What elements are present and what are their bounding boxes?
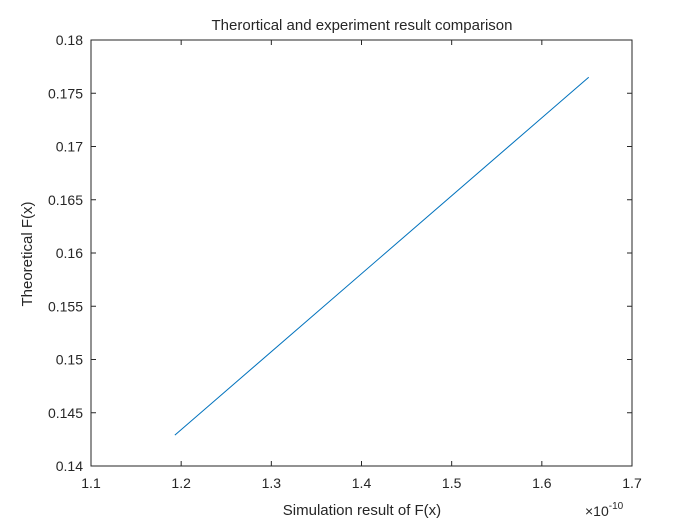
y-tick-label: 0.16 [56,245,83,261]
y-tick-label: 0.145 [48,405,83,421]
plot-area: 0.14 0.145 0.15 0.155 0.16 0.165 0.17 0.175 0.18… [48,32,642,491]
x-tick-label: 1.3 [262,475,282,491]
x-tick-label: 1.2 [171,475,191,491]
x-tick-label: 1.4 [352,475,372,491]
x-axis-exponent: ×10-10 [585,501,624,519]
y-tick-label: 0.14 [56,458,83,474]
y-tick-label: 0.18 [56,32,83,48]
chart-title: Therortical and experiment result compar… [212,17,513,34]
x-axis-exponent-power: -10 [609,501,624,512]
y-axis-ticks: 0.14 0.145 0.15 0.155 0.16 0.165 0.17 0.175 0.18 [48,32,632,474]
x-tick-label: 1.1 [81,475,101,491]
y-tick-label: 0.175 [48,85,83,101]
x-tick-label: 1.5 [442,475,462,491]
x-tick-label: 1.6 [532,475,552,491]
x-tick-label: 1.7 [622,475,642,491]
y-tick-label: 0.165 [48,192,83,208]
x-axis-exponent-base: ×10 [585,503,609,519]
y-axis-label: Theoretical F(x) [19,201,36,306]
y-tick-label: 0.15 [56,352,83,368]
series-line [174,76,590,436]
y-tick-label: 0.17 [56,139,83,155]
axes-box [90,39,633,467]
x-axis-ticks: 1.1 1.2 1.3 1.4 1.5 1.6 1.7 [81,40,642,491]
series-layer [174,76,590,436]
x-axis-label: Simulation result of F(x) [283,502,441,519]
y-tick-label: 0.155 [48,298,83,314]
